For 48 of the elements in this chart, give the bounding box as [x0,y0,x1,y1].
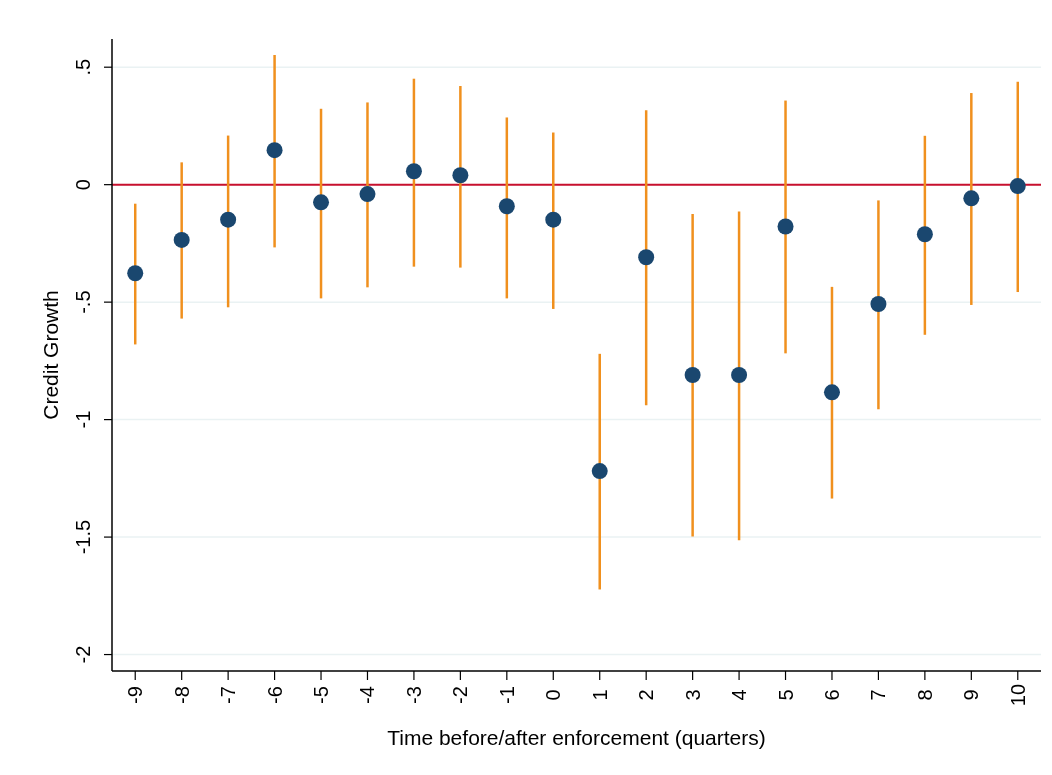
x-tick-label: 10 [1006,683,1029,707]
point [731,366,748,383]
x-tick-label: -4 [356,686,379,704]
x-tick-label: 3 [681,689,704,701]
point [220,211,237,228]
point [498,198,515,215]
y-tick-label: -2 [72,645,94,664]
x-tick-label: -3 [402,686,425,704]
x-tick-label: 6 [820,689,843,701]
y-tick-label: 0 [72,179,94,191]
point [684,366,701,383]
x-tick-label: 1 [588,689,611,701]
point [127,265,144,282]
point [405,163,422,180]
point [545,211,562,228]
point [870,296,887,313]
x-axis-title: Time before/after enforcement (quarters) [387,726,766,749]
point [173,231,190,248]
point [591,463,608,480]
y-tick-label: -.5 [72,290,94,314]
x-tick-label: 8 [913,689,936,701]
point [313,194,330,211]
point [266,142,283,159]
x-tick-label: -8 [170,686,193,704]
y-axis-title: Credit Growth [39,290,62,420]
point [823,384,840,401]
x-tick-label: -6 [263,686,286,704]
point [916,226,933,243]
point [638,249,655,266]
x-tick-label: 7 [867,689,890,701]
x-tick-label: 4 [728,689,751,701]
x-tick-label: 0 [542,689,565,701]
point [359,186,376,203]
x-tick-label: -9 [124,686,147,704]
x-tick-label: 2 [635,689,658,701]
y-tick-label: -1 [72,410,94,429]
x-tick-label: 9 [960,689,983,701]
x-tick-label: -7 [217,686,240,704]
y-tick-label: -1.5 [72,519,94,555]
x-tick-label: -2 [449,686,472,704]
y-tick-label: .5 [72,58,94,76]
point [963,190,980,207]
x-tick-label: -5 [310,686,333,704]
x-tick-label: 5 [774,689,797,701]
point [777,218,794,235]
x-tick-label: -1 [495,686,518,704]
point [1009,178,1026,195]
point [452,167,469,184]
